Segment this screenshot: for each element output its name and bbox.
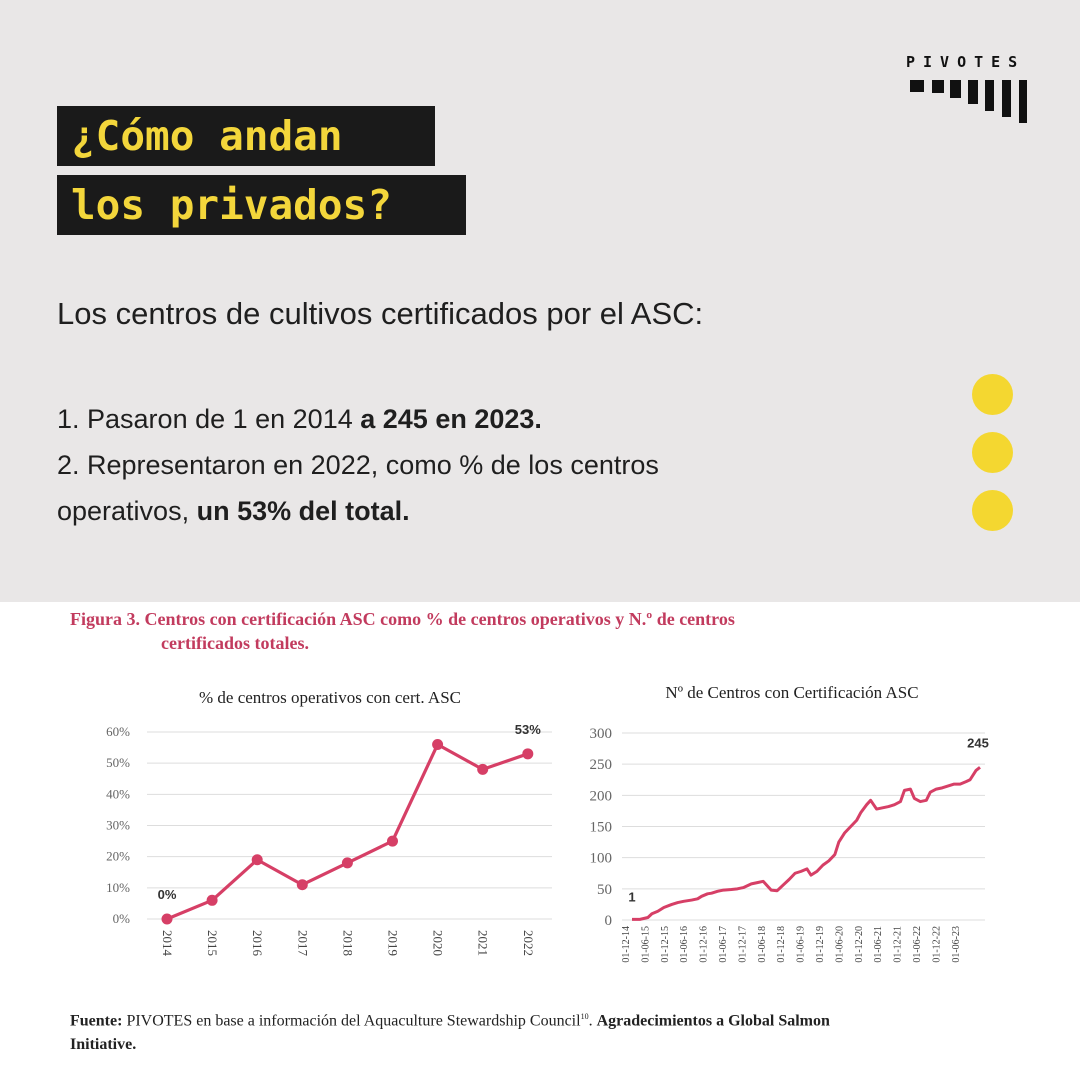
chart1-y-tick: 0% (113, 911, 131, 926)
chart2-x-tick: 01-12-17 (737, 926, 748, 963)
chart1-point (296, 879, 308, 891)
chart1-data-label: 0% (158, 887, 177, 902)
chart2-y-tick: 0 (605, 913, 613, 929)
chart1-x-tick: 2016 (250, 930, 265, 957)
chart1-data-label: 53% (515, 722, 541, 737)
point-2: 2. Representaron en 2022, como % de los … (57, 450, 659, 480)
chart2-x-tick: 01-06-15 (640, 926, 651, 963)
chart2-y-tick: 200 (590, 788, 613, 804)
chart2-x-tick: 01-12-15 (660, 926, 671, 963)
chart1-y-tick: 30% (106, 818, 130, 833)
chart1-x-tick: 2022 (521, 930, 536, 956)
chart1-y-tick: 40% (106, 786, 130, 801)
headline-line-1: ¿Cómo andan (57, 106, 435, 166)
chart2-x-tick: 01-06-20 (834, 926, 845, 963)
chart1-point (522, 748, 534, 760)
chart1-point (477, 763, 489, 775)
intro-text: Los centros de cultivos certificados por… (57, 296, 704, 331)
chart2-x-tick: 01-12-21 (893, 926, 904, 963)
chart2-x-tick: 01-06-22 (912, 926, 923, 963)
chart2-x-tick: 01-12-18 (776, 926, 787, 963)
top-panel (0, 0, 1080, 602)
chart1-y-tick: 10% (106, 880, 130, 895)
chart1-series-line (166, 742, 529, 921)
chart2-x-tick: 01-12-20 (854, 926, 865, 963)
chart2-data-label: 1 (628, 889, 635, 904)
chart1-point (432, 738, 444, 750)
chart1-x-tick: 2015 (205, 930, 220, 956)
decorative-dot (972, 432, 1013, 473)
chart2-x-tick: 01-06-18 (757, 926, 768, 963)
point-2-cont: operativos, un 53% del total. (57, 496, 410, 526)
chart1-x-tick: 2018 (340, 930, 355, 956)
chart2-y-tick: 150 (590, 820, 613, 836)
chart2-x-tick: 01-12-14 (621, 926, 632, 963)
chart1-x-tick: 2020 (431, 930, 446, 956)
chart1-x-tick: 2021 (476, 930, 491, 956)
headline-line-2: los privados? (57, 175, 466, 235)
chart1-point (251, 854, 263, 866)
chart2-x-tick: 01-06-17 (718, 926, 729, 963)
chart1-point (161, 913, 173, 925)
chart2-title: Nº de Centros con Certificación ASC (665, 683, 918, 702)
chart2-y-tick: 300 (590, 726, 613, 742)
chart2-x-tick: 01-06-21 (873, 926, 884, 963)
brand-logo-text: PIVOTES (906, 53, 1026, 71)
decorative-dot (972, 490, 1013, 531)
chart1-title: % de centros operativos con cert. ASC (199, 688, 461, 707)
chart2-x-tick: 01-12-19 (815, 926, 826, 963)
chart2-y-tick: 100 (590, 851, 613, 867)
chart1-point (387, 835, 398, 847)
chart1-y-tick: 50% (106, 755, 130, 770)
chart1-y-tick: 20% (106, 849, 130, 864)
chart2-series-line (632, 766, 981, 921)
chart2-x-tick: 01-12-22 (931, 926, 942, 963)
chart2-data-label: 245 (967, 735, 989, 750)
chart1-point (206, 894, 218, 906)
chart2-x-tick: 01-06-19 (796, 926, 807, 963)
figure-source: Fuente: PIVOTES en base a información de… (70, 1012, 830, 1054)
chart1-y-tick: 60% (106, 724, 130, 739)
chart1-point (341, 857, 353, 869)
chart2-x-tick: 01-06-16 (679, 926, 690, 963)
decorative-dot (972, 374, 1013, 415)
chart2-x-tick: 01-06-23 (951, 926, 962, 963)
point-1: 1. Pasaron de 1 en 2014 a 245 en 2023. (57, 404, 542, 434)
chart2-y-tick: 250 (590, 757, 613, 773)
key-points: 1. Pasaron de 1 en 2014 a 245 en 2023. 2… (57, 396, 659, 534)
figure-title: Figura 3. Centros con certificación ASC … (70, 609, 735, 653)
chart1-x-tick: 2019 (386, 930, 401, 956)
chart1-x-tick: 2014 (160, 930, 175, 957)
chart2-y-tick: 50 (597, 882, 612, 898)
chart1-x-tick: 2017 (295, 930, 310, 957)
chart2-x-tick: 01-12-16 (699, 926, 710, 963)
brand-logo-bars (910, 80, 1040, 126)
